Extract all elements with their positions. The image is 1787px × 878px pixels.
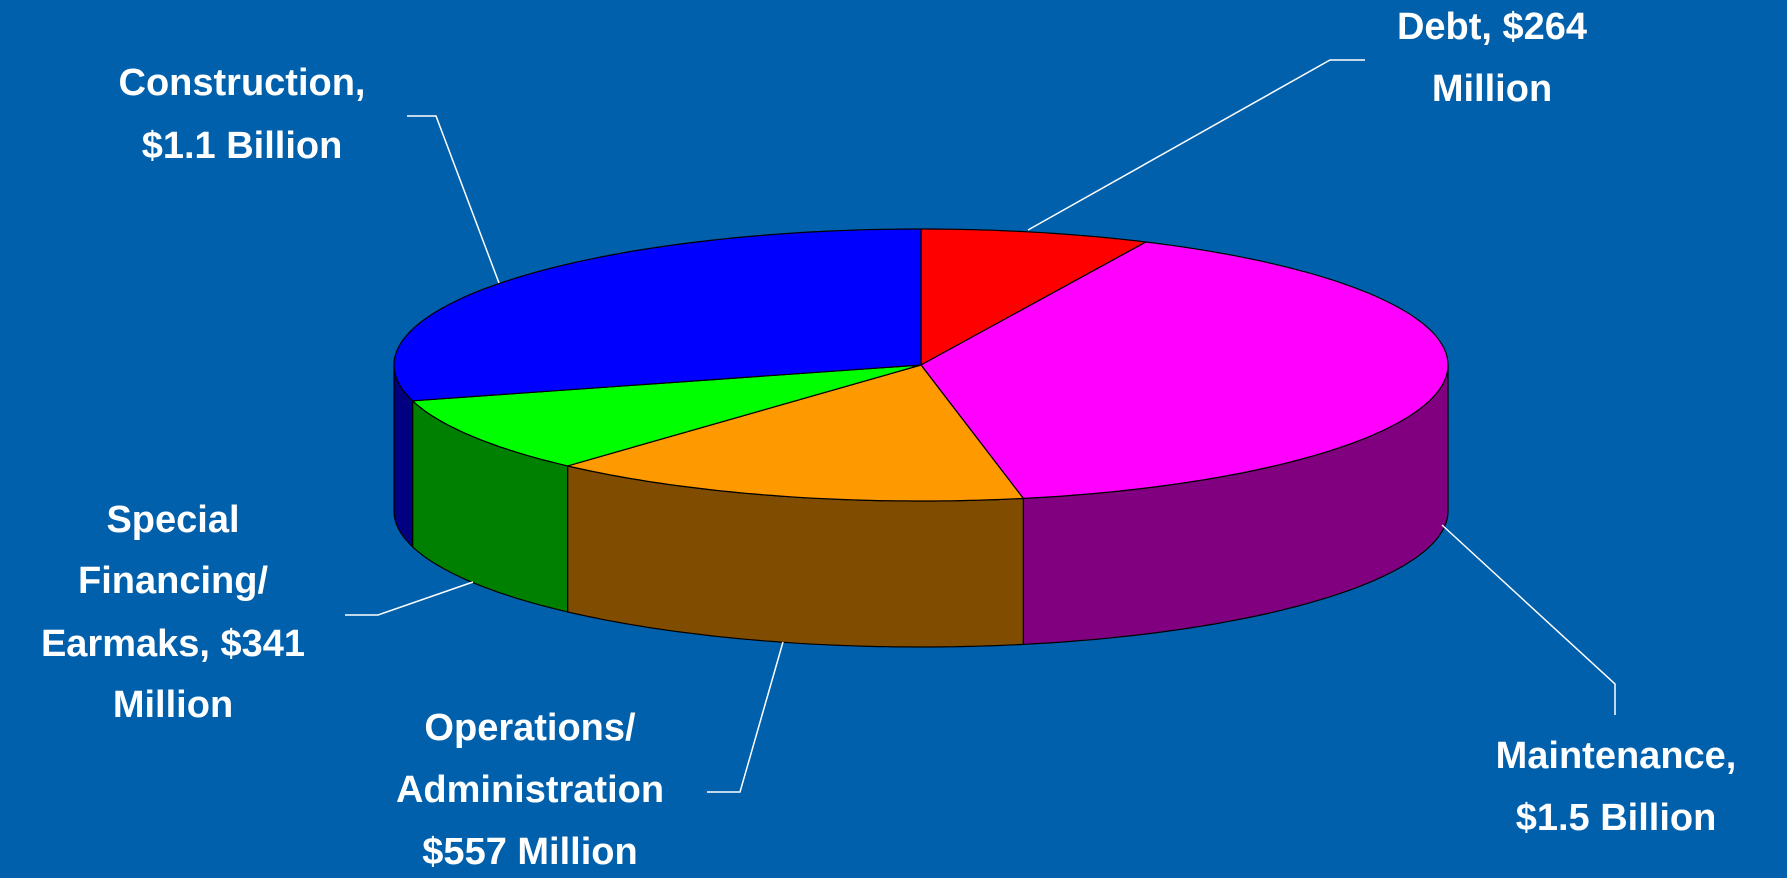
pie-label: Operations/Administration $557 Million: [396, 707, 664, 873]
pie-label: Construction, $1.1 Billion: [119, 62, 366, 167]
leader-line: [407, 115, 500, 284]
pie: [393, 228, 1449, 648]
pie-label: Maintenance, $1.5 Billion: [1496, 735, 1737, 839]
pie-label: Special Financing/Earmaks, $341 Million: [41, 499, 305, 726]
leader-line: [1441, 524, 1616, 715]
pie-slice: [411, 364, 922, 467]
pie-slice: [565, 364, 1025, 502]
leader-line: [345, 581, 474, 616]
pie-slice: [920, 228, 1148, 367]
pie-slice: [920, 241, 1449, 500]
pie-slice: [393, 228, 922, 402]
leader-line: [1027, 59, 1365, 231]
leader-line: [707, 641, 784, 793]
pie-label: Debt, $264 Million: [1397, 6, 1587, 110]
